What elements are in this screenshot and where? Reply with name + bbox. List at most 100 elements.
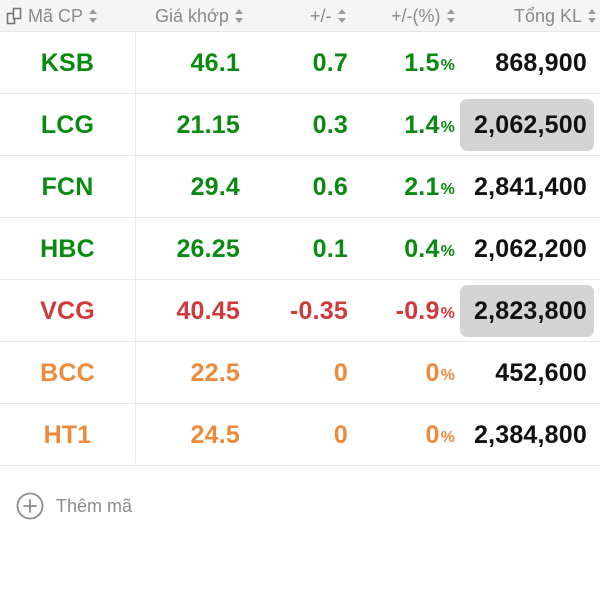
change-cell: 0.1 (313, 218, 348, 280)
column-header-price[interactable]: Giá khớp (155, 0, 244, 32)
column-header-volume[interactable]: Tổng KL (514, 0, 597, 32)
volume-text: 2,841,400 (473, 172, 587, 201)
price-cell: 22.5 (191, 342, 240, 404)
change-cell: 0.7 (313, 32, 348, 94)
change-cell: 0.3 (313, 94, 348, 156)
percent-cell: 0% (425, 404, 455, 466)
percent-sign: % (440, 429, 455, 446)
volume-box: 452,600 (488, 347, 594, 399)
price-cell: 26.25 (176, 218, 240, 280)
sort-icon[interactable] (337, 8, 347, 24)
symbol-cell[interactable]: HBC (0, 218, 135, 280)
percent-cell: 1.4% (404, 94, 455, 156)
symbol-cell[interactable]: VCG (0, 280, 135, 342)
percent-text: 1.4 (404, 110, 440, 139)
sort-icon[interactable] (234, 8, 244, 24)
percent-text: 0 (425, 420, 440, 449)
percent-sign: % (440, 367, 455, 384)
column-header-percent[interactable]: +/-(%) (391, 0, 456, 32)
change-text: 0.7 (312, 48, 348, 77)
column-header-label: +/- (310, 5, 332, 26)
volume-text: 868,900 (495, 48, 587, 77)
change-cell: 0.6 (313, 156, 348, 218)
percent-sign: % (440, 243, 455, 260)
sort-icon[interactable] (446, 8, 456, 24)
price-text: 21.15 (176, 110, 240, 139)
volume-text: 452,600 (495, 358, 587, 387)
column-header-symbol[interactable]: Mã CP (6, 0, 98, 32)
volume-text: 2,062,500 (473, 110, 587, 139)
symbol-text: HBC (40, 234, 95, 263)
price-cell: 24.5 (191, 404, 240, 466)
sort-icon[interactable] (587, 8, 597, 24)
volume-cell: 452,600 (488, 342, 594, 404)
volume-box: 2,062,500 (460, 99, 594, 151)
percent-text: 1.5 (404, 48, 440, 77)
column-header-label: Tổng KL (514, 5, 583, 26)
volume-cell: 2,062,200 (467, 218, 594, 280)
percent-sign: % (440, 305, 455, 322)
price-cell: 40.45 (176, 280, 240, 342)
change-text: 0 (333, 358, 348, 387)
change-text: 0.6 (312, 172, 348, 201)
change-text: 0 (333, 420, 348, 449)
column-header-change[interactable]: +/- (310, 0, 347, 32)
table-row[interactable]: BCC 22.5 0 0% 452,600 (0, 342, 600, 404)
percent-text: 0.4 (404, 234, 440, 263)
change-cell: 0 (334, 404, 348, 466)
percent-cell: 1.5% (404, 32, 455, 94)
volume-cell: 2,384,800 (467, 404, 594, 466)
percent-sign: % (440, 181, 455, 198)
table-row[interactable]: HBC 26.25 0.1 0.4% 2,062,200 (0, 218, 600, 280)
price-text: 26.25 (176, 234, 240, 263)
table-row[interactable]: LCG 21.15 0.3 1.4% 2,062,500 (0, 94, 600, 156)
symbol-text: HT1 (43, 420, 92, 449)
table-header: Mã CP Giá khớp +/- +/-(%) Tổng KL (0, 0, 600, 32)
price-cell: 46.1 (191, 32, 240, 94)
change-cell: 0 (334, 342, 348, 404)
column-divider (135, 32, 136, 463)
price-text: 40.45 (176, 296, 240, 325)
volume-text: 2,062,200 (473, 234, 587, 263)
volume-cell: 2,062,500 (460, 94, 594, 156)
symbol-cell[interactable]: BCC (0, 342, 135, 404)
volume-box: 2,823,800 (460, 285, 594, 337)
percent-cell: 0% (425, 342, 455, 404)
plus-circle-icon[interactable] (16, 492, 44, 520)
symbol-cell[interactable]: LCG (0, 94, 135, 156)
volume-cell: 868,900 (488, 32, 594, 94)
table-row[interactable]: FCN 29.4 0.6 2.1% 2,841,400 (0, 156, 600, 218)
volume-cell: 2,841,400 (467, 156, 594, 218)
price-text: 29.4 (190, 172, 240, 201)
swap-columns-icon[interactable] (6, 7, 22, 25)
price-text: 46.1 (190, 48, 240, 77)
volume-text: 2,823,800 (473, 296, 587, 325)
percent-cell: -0.9% (396, 280, 455, 342)
percent-text: -0.9 (395, 296, 440, 325)
symbol-cell[interactable]: FCN (0, 156, 135, 218)
percent-cell: 0.4% (404, 218, 455, 280)
symbol-text: BCC (40, 358, 95, 387)
change-text: 0.3 (312, 110, 348, 139)
volume-text: 2,384,800 (473, 420, 587, 449)
sort-icon[interactable] (88, 8, 98, 24)
change-cell: -0.35 (290, 280, 348, 342)
table-row[interactable]: VCG 40.45 -0.35 -0.9% 2,823,800 (0, 280, 600, 342)
price-text: 24.5 (190, 420, 240, 449)
percent-sign: % (440, 119, 455, 136)
percent-text: 2.1 (404, 172, 440, 201)
column-header-label: Mã CP (28, 5, 84, 26)
add-symbol-button[interactable]: Thêm mã (16, 492, 132, 520)
price-text: 22.5 (190, 358, 240, 387)
percent-cell: 2.1% (404, 156, 455, 218)
column-header-label: Giá khớp (155, 5, 229, 26)
volume-box: 2,062,200 (467, 223, 594, 275)
symbol-cell[interactable]: HT1 (0, 404, 135, 466)
percent-sign: % (440, 57, 455, 74)
table-row[interactable]: HT1 24.5 0 0% 2,384,800 (0, 404, 600, 466)
symbol-cell[interactable]: KSB (0, 32, 135, 94)
table-row[interactable]: KSB 46.1 0.7 1.5% 868,900 (0, 32, 600, 94)
symbol-text: KSB (40, 48, 95, 77)
change-text: -0.35 (290, 296, 348, 325)
column-header-label: +/-(%) (391, 5, 441, 26)
